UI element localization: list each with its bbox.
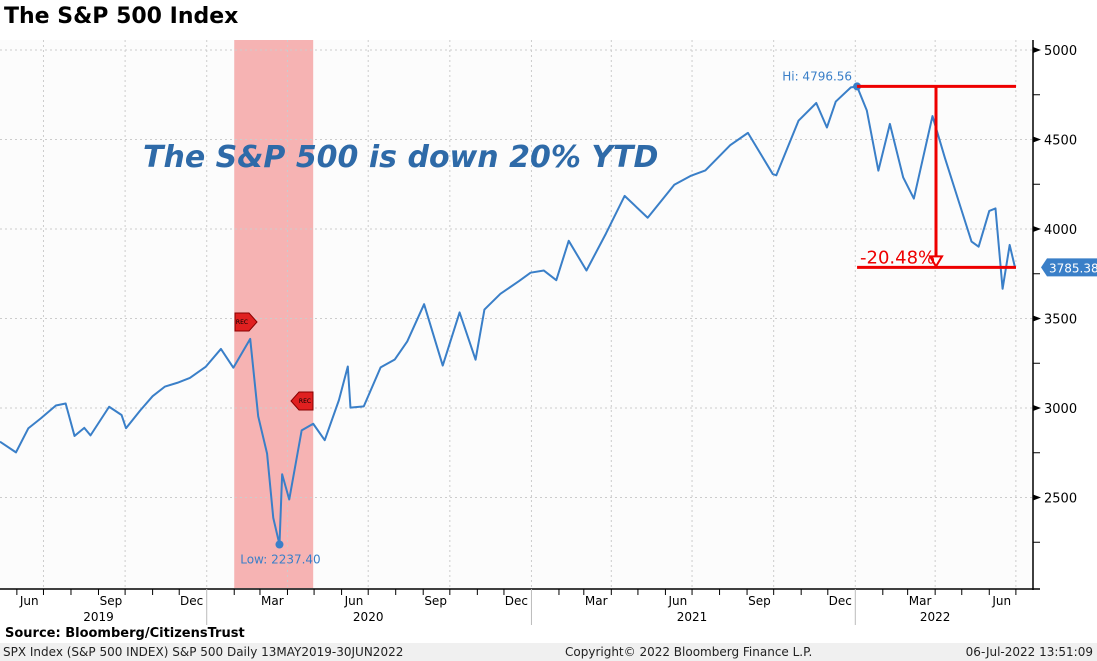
x-tick-label: Jun (344, 594, 364, 608)
footer-timestamp: 06-Jul-2022 13:51:09 (965, 645, 1093, 659)
x-tick-label: Sep (748, 594, 771, 608)
footer-bar: SPX Index (S&P 500 INDEX) S&P 500 Daily … (0, 643, 1097, 661)
series-line (0, 85, 1016, 546)
x-tick-label: Dec (829, 594, 852, 608)
rec-marker (290, 391, 314, 411)
y-tick-label: 3500 (1044, 313, 1077, 328)
y-tick (1033, 136, 1041, 143)
year-label: 2020 (353, 610, 384, 624)
x-tick-label: Mar (585, 594, 608, 608)
arrow-head-icon (928, 255, 944, 269)
footer-copyright: Copyright© 2022 Bloomberg Finance L.P. (565, 645, 813, 659)
rec-label: REC (236, 319, 248, 326)
x-tick-label: Sep (100, 594, 123, 608)
year-label: 2021 (677, 610, 708, 624)
y-tick (1033, 47, 1041, 53)
footer-security: SPX Index (S&P 500 INDEX) S&P 500 Daily … (3, 645, 404, 659)
year-label: 2019 (83, 610, 114, 624)
y-tick-label: 2500 (1044, 492, 1077, 507)
x-tick-label: Sep (424, 594, 447, 608)
rec-label: REC (299, 398, 311, 405)
y-tick-label: 4000 (1044, 223, 1077, 238)
x-tick-label: Jun (19, 594, 39, 608)
x-tick-label: Mar (909, 594, 932, 608)
chart-title: The S&P 500 Index (4, 4, 239, 29)
y-tick-label: 4500 (1044, 134, 1077, 149)
x-tick-label: Jun (991, 594, 1011, 608)
headline-annotation: The S&P 500 is down 20% YTD (143, 140, 658, 175)
y-tick (1033, 226, 1041, 232)
year-label: 2022 (920, 610, 951, 624)
x-tick-label: Dec (505, 594, 528, 608)
last-value-label: 3785.38 (1049, 261, 1097, 275)
y-tick (1033, 494, 1041, 501)
last-value-tag (1041, 258, 1097, 277)
x-tick-label: Jun (667, 594, 687, 608)
rec-marker (234, 312, 258, 332)
y-tick (1033, 315, 1041, 322)
x-tick-label: Dec (180, 594, 203, 608)
drawdown-label: -20.48% (860, 247, 935, 268)
low-point (275, 540, 284, 549)
source-note: Source: Bloomberg/CitizensTrust (5, 626, 245, 641)
y-tick-label: 3000 (1044, 402, 1077, 417)
plot-background (0, 40, 1033, 588)
high-label: Hi: 4796.56 (782, 69, 852, 83)
y-tick-label: 5000 (1044, 44, 1077, 59)
low-label: Low: 2237.40 (240, 553, 320, 567)
y-tick (1033, 405, 1041, 411)
chart-area: 2500 3000 3500 4000 4500 5000 Jun Sep Dec Mar Jun S… (0, 40, 1097, 625)
x-tick-label: Mar (261, 594, 284, 608)
